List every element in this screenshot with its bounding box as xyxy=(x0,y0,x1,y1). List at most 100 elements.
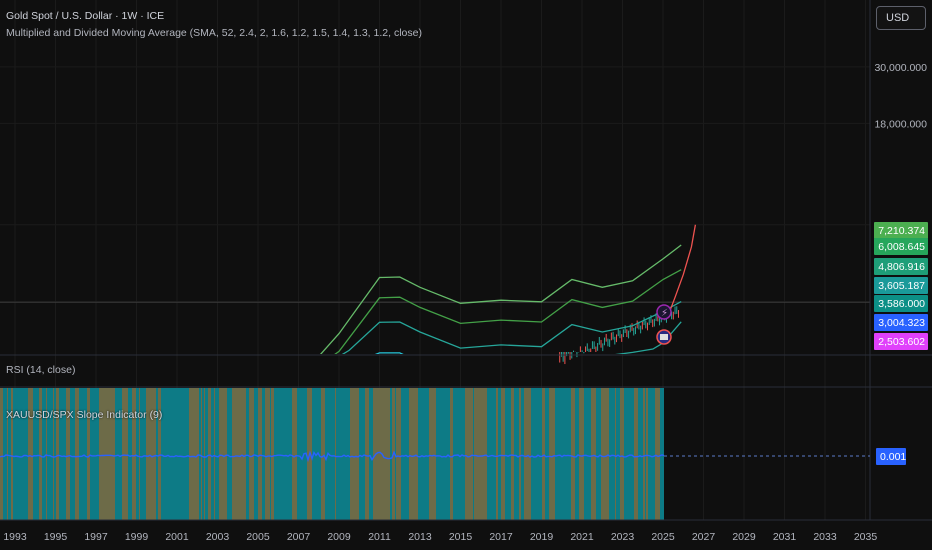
slope-histogram-bar xyxy=(205,388,208,520)
time-axis-tick: 2017 xyxy=(489,531,513,543)
slope-histogram-bar xyxy=(254,388,258,520)
slope-histogram-bar xyxy=(161,388,166,520)
slope-histogram-bar xyxy=(498,388,501,520)
slope-histogram-bar xyxy=(53,388,54,520)
slope-histogram-bar xyxy=(312,388,313,520)
slope-histogram-bar xyxy=(242,388,246,520)
slope-histogram-bar xyxy=(246,388,249,520)
slope-histogram-bar xyxy=(488,388,492,520)
slope-histogram-bar xyxy=(648,388,652,520)
slope-histogram-bar xyxy=(120,388,122,520)
indicator-legend[interactable]: Multiplied and Divided Moving Average (S… xyxy=(6,27,422,39)
ma-band-line xyxy=(374,352,404,354)
slope-histogram-bar xyxy=(208,388,211,520)
slope-histogram-bar xyxy=(643,388,645,520)
slope-histogram-bar xyxy=(128,388,129,520)
symbol-title: Gold Spot / U.S. Dollar · 1W · ICE xyxy=(6,10,165,22)
slope-histogram-bar xyxy=(74,388,75,520)
slope-histogram-bar xyxy=(612,388,615,520)
time-axis-tick: 2031 xyxy=(773,531,797,543)
slope-histogram-bar xyxy=(607,388,609,520)
slope-histogram-bar xyxy=(622,388,624,520)
time-axis-tick: 2033 xyxy=(813,531,837,543)
slope-histogram-bar xyxy=(572,388,575,520)
slope-histogram-bar xyxy=(178,388,179,520)
slope-histogram-bar xyxy=(418,388,421,520)
slope-histogram-bar xyxy=(411,388,415,520)
rsi-pane-title[interactable]: RSI (14, close) xyxy=(6,364,76,376)
slope-histogram-bar xyxy=(284,388,286,520)
slope-histogram-bar xyxy=(75,388,79,520)
slope-histogram-bar xyxy=(378,388,382,520)
ma-band-line xyxy=(334,269,682,354)
slope-histogram-bar xyxy=(507,388,508,520)
last-value-badge-label: 2,503.602 xyxy=(878,336,925,348)
slope-line xyxy=(0,450,665,463)
slope-histogram-bar xyxy=(519,388,521,520)
slope-histogram-bar xyxy=(479,388,484,520)
slope-histogram-bar xyxy=(189,388,190,520)
time-axis-tick: 2021 xyxy=(570,531,594,543)
last-value-badge xyxy=(874,295,928,312)
slope-histogram-bar xyxy=(439,388,442,520)
slope-histogram-bar xyxy=(428,388,429,520)
slope-histogram-bar xyxy=(364,388,365,520)
slope-histogram-bar xyxy=(529,388,531,520)
last-value-badge-label: 3,004.323 xyxy=(878,317,925,329)
slope-histogram-bar xyxy=(115,388,118,520)
slope-histogram-bar xyxy=(431,388,436,520)
slope-histogram-bar xyxy=(555,388,556,520)
currency-button[interactable]: USD xyxy=(876,6,926,30)
slope-histogram-bar xyxy=(219,388,224,520)
slope-histogram-bar xyxy=(660,388,664,520)
slope-histogram-bar xyxy=(601,388,603,520)
slope-histogram-bar xyxy=(560,388,562,520)
last-value-badge-label: 3,605.187 xyxy=(878,280,925,292)
last-value-badge xyxy=(874,314,928,331)
slope-histogram-bar xyxy=(278,388,282,520)
slope-histogram-bar xyxy=(118,388,120,520)
flag-icon-body xyxy=(660,334,668,340)
slope-histogram-bar xyxy=(346,388,350,520)
slope-histogram-bar xyxy=(538,388,542,520)
slope-histogram-bar xyxy=(203,388,204,520)
time-axis-tick: 2003 xyxy=(206,531,230,543)
time-axis-tick: 2007 xyxy=(287,531,311,543)
slope-histogram-bar xyxy=(300,388,305,520)
slope-histogram-bar xyxy=(249,388,254,520)
slope-histogram-bar xyxy=(624,388,628,520)
slope-histogram-bar xyxy=(132,388,133,520)
slope-histogram-bar xyxy=(408,388,409,520)
slope-histogram-bar xyxy=(447,388,450,520)
slope-histogram-bar xyxy=(505,388,506,520)
slope-histogram-bar xyxy=(409,388,411,520)
price-axis-tick: 30,000.000 xyxy=(874,62,927,74)
last-value-badge-label: 3,586.000 xyxy=(878,298,925,310)
slope-histogram-bar xyxy=(239,388,242,520)
slope-histogram-bar xyxy=(404,388,408,520)
slope-histogram-bar xyxy=(11,388,13,520)
slope-histogram-bar xyxy=(172,388,174,520)
slope-histogram-bar xyxy=(190,388,193,520)
ma-band-line xyxy=(666,224,697,319)
slope-histogram-bar xyxy=(596,388,601,520)
slope-histogram-bar xyxy=(453,388,456,520)
last-value-badge-label: 6,008.645 xyxy=(878,241,925,253)
slope-histogram-bar xyxy=(174,388,178,520)
slope-histogram-bar xyxy=(385,388,390,520)
slope-histogram-bar xyxy=(70,388,71,520)
slope-histogram-bar xyxy=(646,388,648,520)
slope-histogram-bar xyxy=(429,388,431,520)
time-axis-tick: 2029 xyxy=(732,531,756,543)
slope-histogram-bar xyxy=(521,388,524,520)
price-pane xyxy=(0,0,932,356)
slope-histogram-bar xyxy=(101,388,106,520)
slope-histogram-bar xyxy=(59,388,62,520)
time-axis-tick: 1997 xyxy=(84,531,108,543)
slope-histogram-bar xyxy=(634,388,638,520)
time-axis-tick: 2035 xyxy=(854,531,878,543)
slope-histogram-bar xyxy=(62,388,66,520)
slope-pane-title[interactable]: XAUUSD/SPX Slope Indicator (9) xyxy=(6,409,163,421)
slope-histogram-bar xyxy=(0,388,3,520)
